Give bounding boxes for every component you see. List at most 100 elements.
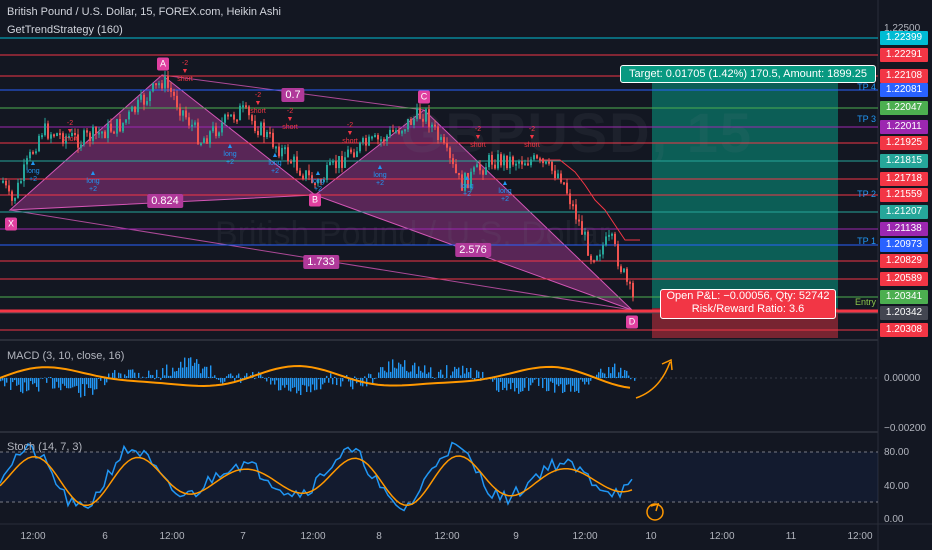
macd-bar <box>204 366 206 378</box>
macd-bar <box>232 375 234 378</box>
price-level-label[interactable]: 1.20973 <box>880 238 928 252</box>
price-level-label[interactable]: 1.21815 <box>880 154 928 168</box>
candle-body <box>62 133 64 144</box>
price-level-label[interactable]: 1.20341 <box>880 290 928 304</box>
macd-bar <box>92 378 94 395</box>
price-level-label[interactable]: 1.22011 <box>880 120 928 134</box>
price-level-label[interactable]: 1.22081 <box>880 83 928 97</box>
price-level-label[interactable]: 1.20589 <box>880 272 928 286</box>
candle-body <box>143 94 145 105</box>
macd-bar <box>226 376 228 378</box>
price-level-label[interactable]: 1.22047 <box>880 101 928 115</box>
price-level-label[interactable]: 1.22108 <box>880 69 928 83</box>
candle-body <box>506 155 508 169</box>
candle-body <box>173 91 175 96</box>
candle-body <box>560 173 562 183</box>
stoch-label[interactable]: Stoch (14, 7, 3) <box>7 441 83 453</box>
price-level-label[interactable]: 1.20342 <box>880 306 928 320</box>
macd-bar <box>616 376 618 378</box>
macd-bar <box>56 378 58 382</box>
candle-body <box>23 164 25 182</box>
price-level-label[interactable]: 1.22399 <box>880 31 928 45</box>
candle-body <box>56 133 58 137</box>
price-level-label[interactable]: 1.22291 <box>880 48 928 62</box>
chart-title[interactable]: British Pound / U.S. Dollar, 15, FOREX.c… <box>7 6 281 18</box>
macd-bar <box>274 378 276 385</box>
candle-body <box>146 101 148 105</box>
macd-bar <box>390 371 392 378</box>
macd-bar <box>518 378 520 394</box>
candle-body <box>470 171 472 189</box>
macd-bar <box>334 376 336 378</box>
pattern-point-a: A <box>157 57 169 71</box>
macd-bar <box>424 365 426 378</box>
macd-bar <box>526 377 528 378</box>
macd-bar <box>570 378 572 392</box>
candle-body <box>236 119 238 122</box>
macd-bar <box>48 377 50 378</box>
candle-body <box>203 138 205 144</box>
candle-body <box>152 83 154 92</box>
macd-bar <box>30 378 32 381</box>
candle-body <box>323 179 325 182</box>
candle-body <box>377 135 379 140</box>
candle-body <box>386 135 388 142</box>
macd-bar <box>170 375 172 378</box>
macd-bar <box>354 376 356 378</box>
candle-body <box>314 183 316 186</box>
price-level-label[interactable]: 1.21559 <box>880 188 928 202</box>
watermark-symbol: GBPUSD, 15 <box>400 101 753 164</box>
macd-bar <box>168 375 170 378</box>
macd-bar <box>16 378 18 386</box>
candle-body <box>602 245 604 255</box>
macd-bar <box>6 378 8 383</box>
macd-bar <box>278 378 280 391</box>
macd-bar <box>596 374 598 378</box>
macd-label[interactable]: MACD (3, 10, close, 16) <box>7 350 125 362</box>
macd-bar <box>502 378 504 391</box>
long-signal: ▲ long +2 <box>26 160 40 183</box>
candle-body <box>206 138 208 144</box>
macd-bar <box>626 370 628 378</box>
candle-body <box>35 151 37 154</box>
candle-body <box>401 130 403 134</box>
macd-bar <box>76 378 78 386</box>
candle-body <box>338 156 340 169</box>
stoch-k-line <box>0 441 633 512</box>
macd-bar <box>72 378 74 388</box>
candle-body <box>491 155 493 165</box>
price-level-label[interactable]: 1.20308 <box>880 323 928 337</box>
macd-bar <box>272 378 274 381</box>
candle-body <box>296 156 298 171</box>
macd-bar <box>510 378 512 390</box>
candle-body <box>449 147 451 159</box>
macd-bar <box>428 372 430 378</box>
candle-body <box>278 146 280 157</box>
price-level-label[interactable]: 1.21925 <box>880 136 928 150</box>
macd-bar <box>522 378 524 392</box>
long-signal: ▲ long +2 <box>86 170 100 193</box>
candle-body <box>500 154 502 166</box>
strategy-label[interactable]: GetTrendStrategy (160) <box>7 24 123 36</box>
price-level-label[interactable]: 1.21207 <box>880 205 928 219</box>
candle-body <box>320 179 322 182</box>
macd-bar <box>174 371 176 378</box>
price-level-label[interactable]: 1.20829 <box>880 254 928 268</box>
price-level-label[interactable]: 1.21138 <box>880 222 928 236</box>
macd-bar <box>178 367 180 378</box>
candle-body <box>149 91 151 102</box>
macd-bar <box>42 378 44 379</box>
price-level-label[interactable]: 1.21718 <box>880 172 928 186</box>
macd-bar <box>50 376 52 378</box>
candle-body <box>257 130 259 136</box>
macd-bar <box>554 378 556 393</box>
candle-body <box>305 170 307 179</box>
macd-bar <box>454 366 456 378</box>
macd-bar <box>320 378 322 390</box>
macd-bar <box>558 378 560 387</box>
candle-body <box>539 158 541 161</box>
macd-bar <box>96 378 98 390</box>
candle-body <box>368 136 370 146</box>
macd-bar <box>336 378 338 386</box>
